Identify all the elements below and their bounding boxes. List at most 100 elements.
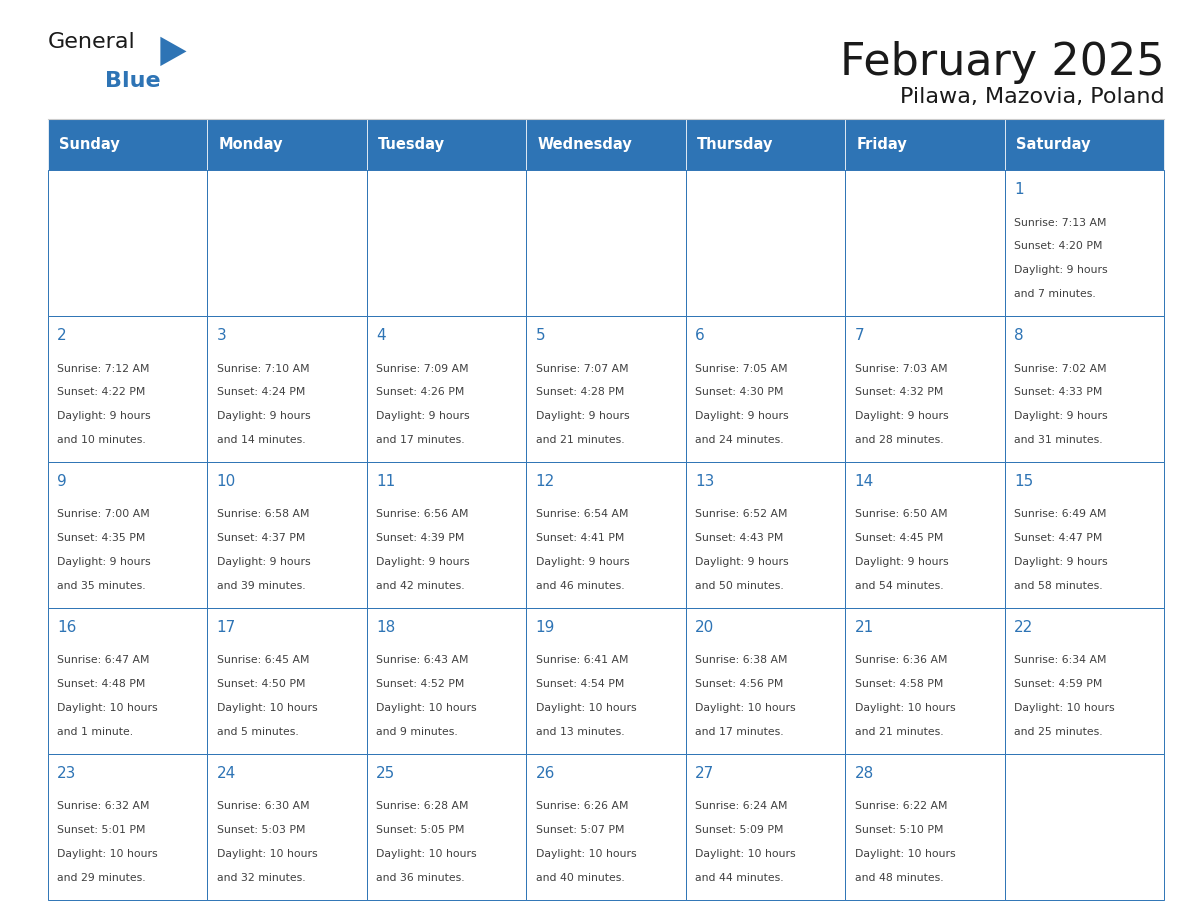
Text: Sunrise: 7:12 AM: Sunrise: 7:12 AM xyxy=(57,364,150,374)
Text: Sunrise: 6:32 AM: Sunrise: 6:32 AM xyxy=(57,801,150,812)
Bar xyxy=(1005,608,1164,754)
Bar xyxy=(685,462,845,608)
Text: 21: 21 xyxy=(854,620,874,634)
Bar xyxy=(526,316,685,462)
Text: 13: 13 xyxy=(695,474,715,488)
Text: Sunset: 4:35 PM: Sunset: 4:35 PM xyxy=(57,533,145,543)
Bar xyxy=(48,170,207,316)
Text: and 21 minutes.: and 21 minutes. xyxy=(854,727,943,737)
Bar xyxy=(207,316,367,462)
Text: Sunrise: 7:02 AM: Sunrise: 7:02 AM xyxy=(1015,364,1107,374)
Text: and 17 minutes.: and 17 minutes. xyxy=(377,435,465,445)
Text: 4: 4 xyxy=(377,328,386,342)
Text: 20: 20 xyxy=(695,620,714,634)
Text: 1: 1 xyxy=(1015,182,1024,196)
Bar xyxy=(367,170,526,316)
Text: 28: 28 xyxy=(854,766,874,780)
Text: February 2025: February 2025 xyxy=(840,41,1164,84)
Text: Pilawa, Mazovia, Poland: Pilawa, Mazovia, Poland xyxy=(899,87,1164,107)
Text: and 31 minutes.: and 31 minutes. xyxy=(1015,435,1102,445)
Text: Sunrise: 6:58 AM: Sunrise: 6:58 AM xyxy=(216,509,309,520)
Bar xyxy=(367,754,526,900)
Text: Daylight: 9 hours: Daylight: 9 hours xyxy=(695,411,789,421)
Text: and 1 minute.: and 1 minute. xyxy=(57,727,133,737)
Bar xyxy=(48,462,207,608)
Text: Sunset: 4:50 PM: Sunset: 4:50 PM xyxy=(216,679,305,689)
Text: Daylight: 10 hours: Daylight: 10 hours xyxy=(57,849,158,859)
Text: Daylight: 10 hours: Daylight: 10 hours xyxy=(216,849,317,859)
Text: Sunset: 4:54 PM: Sunset: 4:54 PM xyxy=(536,679,624,689)
Text: Sunset: 4:48 PM: Sunset: 4:48 PM xyxy=(57,679,145,689)
Bar xyxy=(526,119,685,170)
Text: Sunset: 5:05 PM: Sunset: 5:05 PM xyxy=(377,825,465,835)
Text: and 28 minutes.: and 28 minutes. xyxy=(854,435,943,445)
Text: Daylight: 10 hours: Daylight: 10 hours xyxy=(536,703,637,713)
Text: 16: 16 xyxy=(57,620,76,634)
Text: General: General xyxy=(48,32,135,52)
Text: 22: 22 xyxy=(1015,620,1034,634)
Text: and 29 minutes.: and 29 minutes. xyxy=(57,873,146,883)
Text: Sunrise: 7:10 AM: Sunrise: 7:10 AM xyxy=(216,364,309,374)
Text: Daylight: 10 hours: Daylight: 10 hours xyxy=(695,849,796,859)
Text: and 35 minutes.: and 35 minutes. xyxy=(57,581,146,591)
Text: and 13 minutes.: and 13 minutes. xyxy=(536,727,625,737)
Text: Sunset: 4:43 PM: Sunset: 4:43 PM xyxy=(695,533,784,543)
Text: Sunrise: 6:36 AM: Sunrise: 6:36 AM xyxy=(854,655,947,666)
Text: Daylight: 10 hours: Daylight: 10 hours xyxy=(854,703,955,713)
Text: and 5 minutes.: and 5 minutes. xyxy=(216,727,298,737)
Text: Sunset: 4:45 PM: Sunset: 4:45 PM xyxy=(854,533,943,543)
Text: and 24 minutes.: and 24 minutes. xyxy=(695,435,784,445)
Bar xyxy=(367,462,526,608)
Text: and 54 minutes.: and 54 minutes. xyxy=(854,581,943,591)
Bar xyxy=(526,754,685,900)
Text: Daylight: 9 hours: Daylight: 9 hours xyxy=(695,557,789,567)
Text: 19: 19 xyxy=(536,620,555,634)
Text: Sunday: Sunday xyxy=(58,137,120,152)
Text: 5: 5 xyxy=(536,328,545,342)
Text: 2: 2 xyxy=(57,328,67,342)
Text: Blue: Blue xyxy=(105,71,160,91)
Text: 24: 24 xyxy=(216,766,236,780)
Text: Sunset: 4:32 PM: Sunset: 4:32 PM xyxy=(854,387,943,397)
Bar xyxy=(526,170,685,316)
Text: Sunrise: 7:13 AM: Sunrise: 7:13 AM xyxy=(1015,218,1107,228)
Text: Sunrise: 6:47 AM: Sunrise: 6:47 AM xyxy=(57,655,150,666)
Text: Sunset: 4:47 PM: Sunset: 4:47 PM xyxy=(1015,533,1102,543)
Text: Sunrise: 7:09 AM: Sunrise: 7:09 AM xyxy=(377,364,469,374)
Text: and 25 minutes.: and 25 minutes. xyxy=(1015,727,1102,737)
Text: 10: 10 xyxy=(216,474,236,488)
Text: and 21 minutes.: and 21 minutes. xyxy=(536,435,625,445)
Text: Daylight: 10 hours: Daylight: 10 hours xyxy=(216,703,317,713)
Text: Daylight: 9 hours: Daylight: 9 hours xyxy=(57,557,151,567)
Text: Daylight: 9 hours: Daylight: 9 hours xyxy=(536,557,630,567)
Text: Sunset: 4:22 PM: Sunset: 4:22 PM xyxy=(57,387,145,397)
Text: Sunrise: 6:30 AM: Sunrise: 6:30 AM xyxy=(216,801,309,812)
Bar xyxy=(685,316,845,462)
Bar xyxy=(367,608,526,754)
Bar xyxy=(1005,170,1164,316)
Text: and 46 minutes.: and 46 minutes. xyxy=(536,581,625,591)
Text: Sunset: 4:41 PM: Sunset: 4:41 PM xyxy=(536,533,624,543)
Text: Saturday: Saturday xyxy=(1016,137,1091,152)
Text: and 14 minutes.: and 14 minutes. xyxy=(216,435,305,445)
Text: Thursday: Thursday xyxy=(697,137,773,152)
Text: Daylight: 10 hours: Daylight: 10 hours xyxy=(57,703,158,713)
Text: Sunrise: 6:24 AM: Sunrise: 6:24 AM xyxy=(695,801,788,812)
Text: 3: 3 xyxy=(216,328,227,342)
Text: Sunrise: 7:05 AM: Sunrise: 7:05 AM xyxy=(695,364,788,374)
Text: Daylight: 9 hours: Daylight: 9 hours xyxy=(854,557,948,567)
Text: 18: 18 xyxy=(377,620,396,634)
Polygon shape xyxy=(160,37,187,66)
Text: Daylight: 9 hours: Daylight: 9 hours xyxy=(216,557,310,567)
Text: Daylight: 9 hours: Daylight: 9 hours xyxy=(1015,411,1108,421)
Text: and 42 minutes.: and 42 minutes. xyxy=(377,581,465,591)
Text: 7: 7 xyxy=(854,328,865,342)
Text: Sunset: 5:03 PM: Sunset: 5:03 PM xyxy=(216,825,305,835)
Bar xyxy=(207,462,367,608)
Text: Tuesday: Tuesday xyxy=(378,137,444,152)
Text: and 48 minutes.: and 48 minutes. xyxy=(854,873,943,883)
Text: Sunrise: 6:43 AM: Sunrise: 6:43 AM xyxy=(377,655,468,666)
Text: Daylight: 10 hours: Daylight: 10 hours xyxy=(377,849,476,859)
Bar xyxy=(367,316,526,462)
Text: Daylight: 9 hours: Daylight: 9 hours xyxy=(536,411,630,421)
